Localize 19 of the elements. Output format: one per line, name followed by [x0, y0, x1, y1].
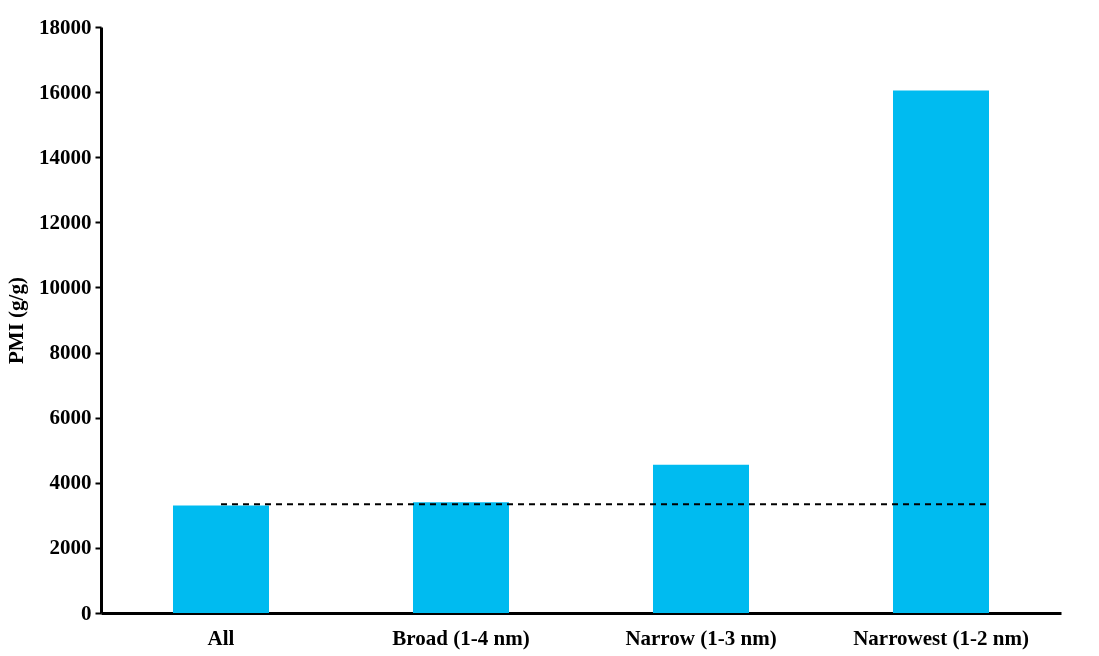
bar	[653, 464, 749, 613]
y-tick-label: 14000	[39, 144, 92, 169]
y-tick-label: 10000	[39, 274, 92, 299]
bar	[173, 505, 269, 613]
y-tick-label: 16000	[39, 79, 92, 104]
y-tick-label: 4000	[49, 470, 92, 495]
y-tick-label: 8000	[49, 340, 92, 365]
y-tick-label: 6000	[49, 405, 92, 430]
bar	[893, 90, 989, 613]
y-axis-title: PMI (g/g)	[4, 277, 28, 364]
bar	[413, 502, 509, 613]
x-tick-label: Narrow (1-3 nm)	[625, 625, 777, 650]
x-tick-label: Narrowest (1-2 nm)	[853, 625, 1029, 650]
x-tick-label: Broad (1-4 nm)	[392, 625, 530, 650]
y-tick-label: 0	[81, 600, 92, 625]
y-tick-label: 18000	[39, 14, 92, 39]
x-tick-label: All	[207, 625, 235, 650]
y-tick-label: 12000	[39, 209, 92, 234]
y-tick-label: 2000	[49, 535, 92, 560]
